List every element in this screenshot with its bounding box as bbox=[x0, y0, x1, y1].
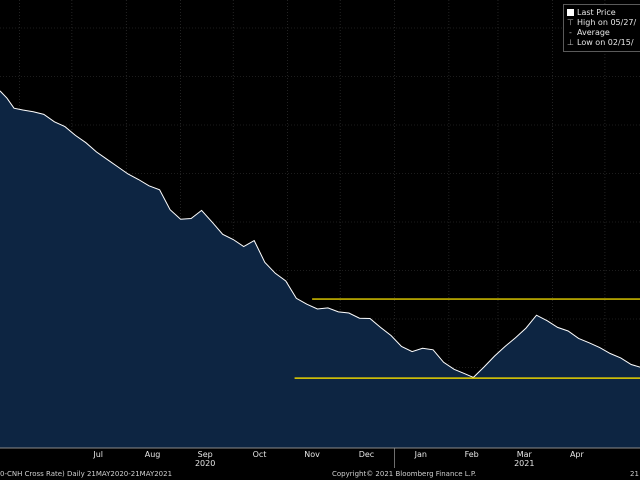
legend-label: Last Price bbox=[577, 8, 616, 17]
x-tick-label: Oct bbox=[253, 450, 267, 459]
x-tick-label: Nov bbox=[304, 450, 320, 459]
filled-square-icon bbox=[567, 9, 574, 16]
legend-label: Low on 02/15/ bbox=[577, 38, 634, 47]
legend-item-average: - Average bbox=[567, 28, 610, 37]
legend-label: Average bbox=[577, 28, 610, 37]
average-dash-icon: - bbox=[569, 28, 572, 37]
footer-series-info: 0-CNH Cross Rate) Daily 21MAY2020-21MAY2… bbox=[0, 470, 173, 478]
x-year-label: 2021 bbox=[514, 459, 534, 468]
price-area-fill bbox=[0, 90, 640, 449]
x-tick-label: Jan bbox=[414, 450, 427, 459]
footer-copyright: Copyright© 2021 Bloomberg Finance L.P. bbox=[332, 470, 477, 478]
x-tick-label: Feb bbox=[465, 450, 479, 459]
footer-date-fragment: 21 bbox=[630, 470, 639, 478]
chart-legend: Last Price ⊤ High on 05/27/ - Average ⊥ Low… bbox=[563, 4, 640, 52]
x-tick-label: Mar bbox=[517, 450, 533, 459]
x-tick-label: Apr bbox=[570, 450, 585, 459]
legend-item-high: ⊤ High on 05/27/ bbox=[567, 18, 636, 27]
x-year-label: 2020 bbox=[195, 459, 215, 468]
x-tick-label: Jul bbox=[92, 450, 103, 459]
last-price-line bbox=[0, 90, 640, 378]
legend-label: High on 05/27/ bbox=[577, 18, 637, 27]
legend-item-low: ⊥ Low on 02/15/ bbox=[567, 38, 634, 47]
low-marker-icon: ⊥ bbox=[567, 38, 574, 47]
x-axis: Jul Aug Sep Oct Nov Dec Jan Feb Mar Apr 2020 2021 bbox=[0, 447, 640, 468]
high-marker-icon: ⊤ bbox=[567, 18, 574, 27]
legend-item-last-price: Last Price bbox=[567, 8, 616, 17]
x-tick-label: Aug bbox=[145, 450, 161, 459]
x-tick-label: Sep bbox=[198, 450, 213, 459]
x-tick-label: Dec bbox=[359, 450, 374, 459]
